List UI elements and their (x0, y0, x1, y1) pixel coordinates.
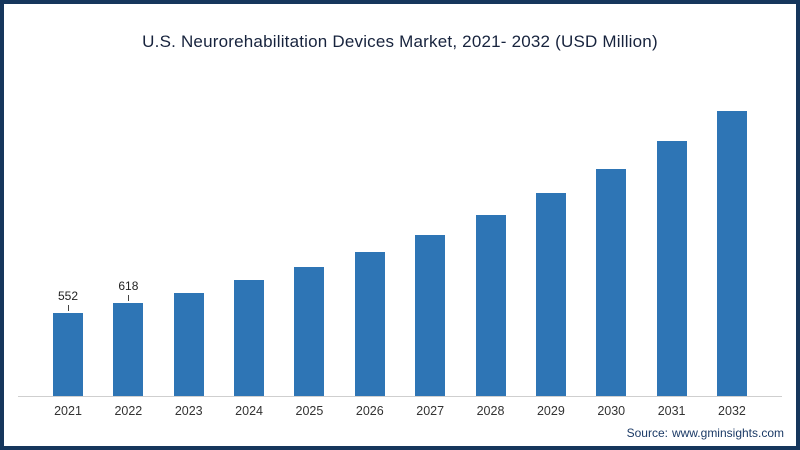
bar-column (352, 252, 388, 396)
bar-2029 (535, 193, 566, 396)
source-label: Source: (626, 426, 668, 440)
x-axis-label: 2026 (355, 404, 384, 418)
bar-column: 552 (50, 289, 86, 396)
tick-mark (127, 295, 129, 301)
bar-plot: 552 618 (18, 96, 782, 397)
x-axis-label: 2024 (235, 404, 263, 418)
bar-2032 (716, 111, 747, 396)
x-axis-label: 2023 (174, 404, 203, 418)
x-axis-label: 2022 (114, 404, 143, 418)
x-axis-label: 2032 (718, 404, 746, 418)
source-value: www.gminsights.com (671, 426, 784, 440)
x-axis-label: 2025 (295, 404, 324, 418)
x-axis-label: 2028 (476, 404, 505, 418)
source-attribution: Source: www.gminsights.com (627, 426, 784, 440)
x-axis-labels: 2021 2022 2023 2024 2025 2026 2027 2028 2029 2030… (18, 404, 782, 418)
bar-2023 (173, 293, 204, 396)
bar-2030 (596, 169, 627, 396)
bar-value-label: 618 (118, 279, 139, 293)
x-axis-label: 2021 (54, 404, 82, 418)
bar-2027 (415, 235, 446, 396)
bar-2026 (354, 252, 385, 396)
bar-column (714, 111, 750, 396)
bar-2025 (294, 267, 325, 396)
bar-2024 (234, 280, 265, 396)
bar-2022 (113, 303, 144, 396)
bar-column (473, 215, 509, 396)
x-axis-label: 2029 (536, 404, 565, 418)
x-axis-label: 2030 (597, 404, 626, 418)
bar-column: 618 (110, 279, 146, 396)
x-axis-label: 2031 (657, 404, 686, 418)
x-axis-label: 2027 (416, 404, 445, 418)
bar-column (593, 169, 629, 396)
chart-title: U.S. Neurorehabilitation Devices Market,… (142, 32, 658, 51)
bar-value-label: 552 (57, 289, 79, 303)
bar-column (654, 141, 690, 396)
bar-column (412, 235, 448, 396)
tick-mark (67, 305, 69, 311)
bar-2031 (656, 141, 687, 396)
bar-2028 (475, 215, 506, 396)
bar-column (231, 280, 267, 396)
bar-column (171, 293, 207, 396)
bar-2021 (53, 313, 83, 396)
bar-column (533, 193, 569, 396)
bar-column (291, 267, 327, 396)
